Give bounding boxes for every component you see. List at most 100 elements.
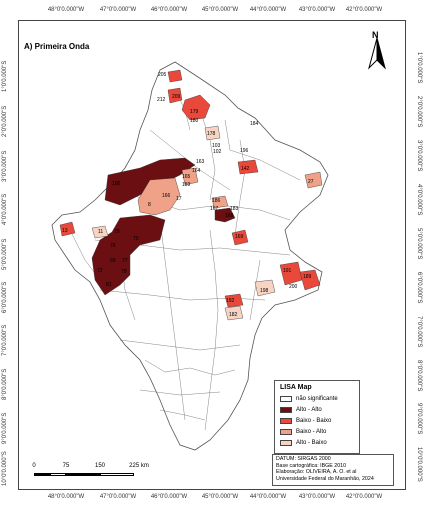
- cluster-label: 205: [158, 72, 167, 78]
- scale-segment: [34, 473, 50, 476]
- cluster-baixo-alto: [211, 195, 229, 209]
- cluster-label: 200: [289, 284, 298, 290]
- legend-title: LISA Map: [280, 384, 312, 391]
- cluster-alto-alto: [214, 207, 236, 223]
- cluster-label: 164: [192, 168, 201, 174]
- cluster-baixo-baixo: [167, 69, 183, 83]
- cluster-label: 8: [148, 202, 151, 208]
- cluster-baixo-baixo: [231, 229, 249, 246]
- cluster-label: 169: [235, 234, 244, 240]
- cluster-label: 27: [308, 179, 314, 185]
- cluster-label: 209: [172, 94, 181, 100]
- cluster-label: 179: [190, 109, 199, 115]
- cluster-label: 81: [106, 282, 112, 288]
- scale-label: 0: [32, 463, 36, 469]
- cluster-label: 70: [133, 236, 139, 242]
- longitude-label-bottom: 46°0'0.000"W: [150, 494, 188, 500]
- legend-item-baixo-baixo: Baixo - Baixo: [280, 417, 331, 425]
- cluster-label: 102: [213, 149, 222, 155]
- cluster-label: 198: [260, 288, 269, 294]
- cluster-label: 166: [162, 193, 171, 199]
- cluster-baixo-baixo: [299, 269, 321, 291]
- cluster-alto-baixo: [254, 279, 276, 297]
- legend-label: Baixo - Baixo: [296, 418, 332, 424]
- cluster-label: 178: [207, 131, 216, 137]
- cluster-label: 167: [210, 206, 219, 212]
- scale-label: 225 km: [129, 463, 149, 469]
- state-outline: [51, 61, 329, 451]
- cluster-alto-baixo: [224, 305, 244, 321]
- longitude-label-bottom: 43°0'0.000"W: [298, 494, 336, 500]
- longitude-label-top: 44°0'0.000"W: [249, 7, 287, 13]
- legend-swatch: [280, 407, 292, 413]
- longitude-label-top: 46°0'0.000"W: [150, 7, 188, 13]
- cluster-label: 163: [196, 159, 205, 165]
- cluster-label: 160: [112, 181, 121, 187]
- credit-line: Base cartográfica: IBGE 2010: [276, 462, 347, 469]
- cluster-alto-alto: [91, 214, 166, 296]
- scale-segment: [100, 473, 134, 476]
- scale-label: 75: [62, 463, 70, 469]
- legend-swatch: [280, 440, 292, 446]
- scale-label: 150: [94, 463, 106, 469]
- cluster-label: 76: [110, 243, 116, 249]
- cluster-label: 72: [97, 268, 103, 274]
- scale-segment: [50, 473, 66, 476]
- cluster-baixo-baixo: [237, 159, 259, 175]
- cluster-label: 189: [303, 274, 312, 280]
- cluster-label: 186: [212, 198, 221, 204]
- cluster-label: 212: [157, 97, 166, 103]
- legend: LISA Map não significante Alto - Alto Ba…: [274, 380, 360, 454]
- longitude-label-top: 48°0'0.000"W: [47, 7, 85, 13]
- longitude-label-bottom: 48°0'0.000"W: [47, 494, 85, 500]
- longitude-label-top: 45°0'0.000"W: [201, 7, 239, 13]
- cluster-label: 165: [182, 174, 191, 180]
- legend-label: Baixo - Alto: [296, 429, 327, 435]
- legend-swatch: [280, 418, 292, 424]
- longitude-label-bottom: 47°0'0.000"W: [99, 494, 137, 500]
- cluster-label: 159: [182, 182, 191, 188]
- map-title: A) Primeira Onda: [24, 42, 90, 51]
- cluster-label: 191: [283, 268, 292, 274]
- cluster-label: 11: [98, 229, 103, 235]
- legend-item-alto-alto: Alto - Alto: [280, 406, 322, 414]
- cluster-label: 184: [250, 121, 259, 127]
- map-credits: DATUM: SIRGAS 2000 Base cartográfica: IB…: [272, 454, 394, 486]
- cluster-label: 13: [62, 228, 68, 234]
- cluster-baixo-alto: [181, 167, 199, 186]
- cluster-label: 79: [114, 229, 120, 235]
- longitude-label-top: 43°0'0.000"W: [298, 7, 336, 13]
- scale-bar: 0 75 150 225 km: [32, 463, 172, 477]
- cluster-baixo-baixo: [279, 261, 303, 286]
- cluster-baixo-baixo: [167, 87, 183, 104]
- longitude-label-bottom: 42°0'0.000"W: [345, 494, 383, 500]
- legend-item-nao-significante: não significante: [280, 395, 338, 403]
- cluster-label: 77: [122, 258, 128, 264]
- legend-item-baixo-alto: Baixo - Alto: [280, 428, 326, 436]
- north-label: N: [372, 30, 379, 40]
- cluster-label: 168: [225, 213, 234, 219]
- credit-line: Universidade Federal do Maranhão, 2024: [276, 475, 374, 482]
- cluster-baixo-baixo: [224, 293, 244, 308]
- cluster-label: 69: [110, 258, 116, 264]
- credit-line: Elaboração: OLIVEIRA, A. O. et al: [276, 469, 357, 475]
- scale-segment: [66, 473, 100, 476]
- legend-label: Alto - Baixo: [296, 440, 327, 446]
- cluster-label: 192: [226, 298, 235, 304]
- longitude-label-bottom: 44°0'0.000"W: [249, 494, 287, 500]
- legend-label: não significante: [296, 396, 338, 402]
- cluster-label: 182: [229, 312, 238, 318]
- cluster-baixo-baixo: [59, 221, 76, 237]
- cluster-baixo-alto: [137, 177, 181, 216]
- cluster-baixo-baixo: [181, 94, 211, 121]
- cluster-label: 183: [230, 206, 239, 212]
- cluster-label: 196: [240, 148, 249, 154]
- cluster-label: 103: [212, 143, 221, 149]
- credit-line: DATUM: SIRGAS 2000: [276, 456, 331, 462]
- longitude-label-bottom: 45°0'0.000"W: [201, 494, 239, 500]
- cluster-alto-baixo: [204, 125, 221, 141]
- legend-item-alto-baixo: Alto - Baixo: [280, 439, 327, 447]
- cluster-alto-baixo: [91, 225, 109, 239]
- cluster-label: 142: [241, 166, 250, 172]
- longitude-label-top: 47°0'0.000"W: [99, 7, 137, 13]
